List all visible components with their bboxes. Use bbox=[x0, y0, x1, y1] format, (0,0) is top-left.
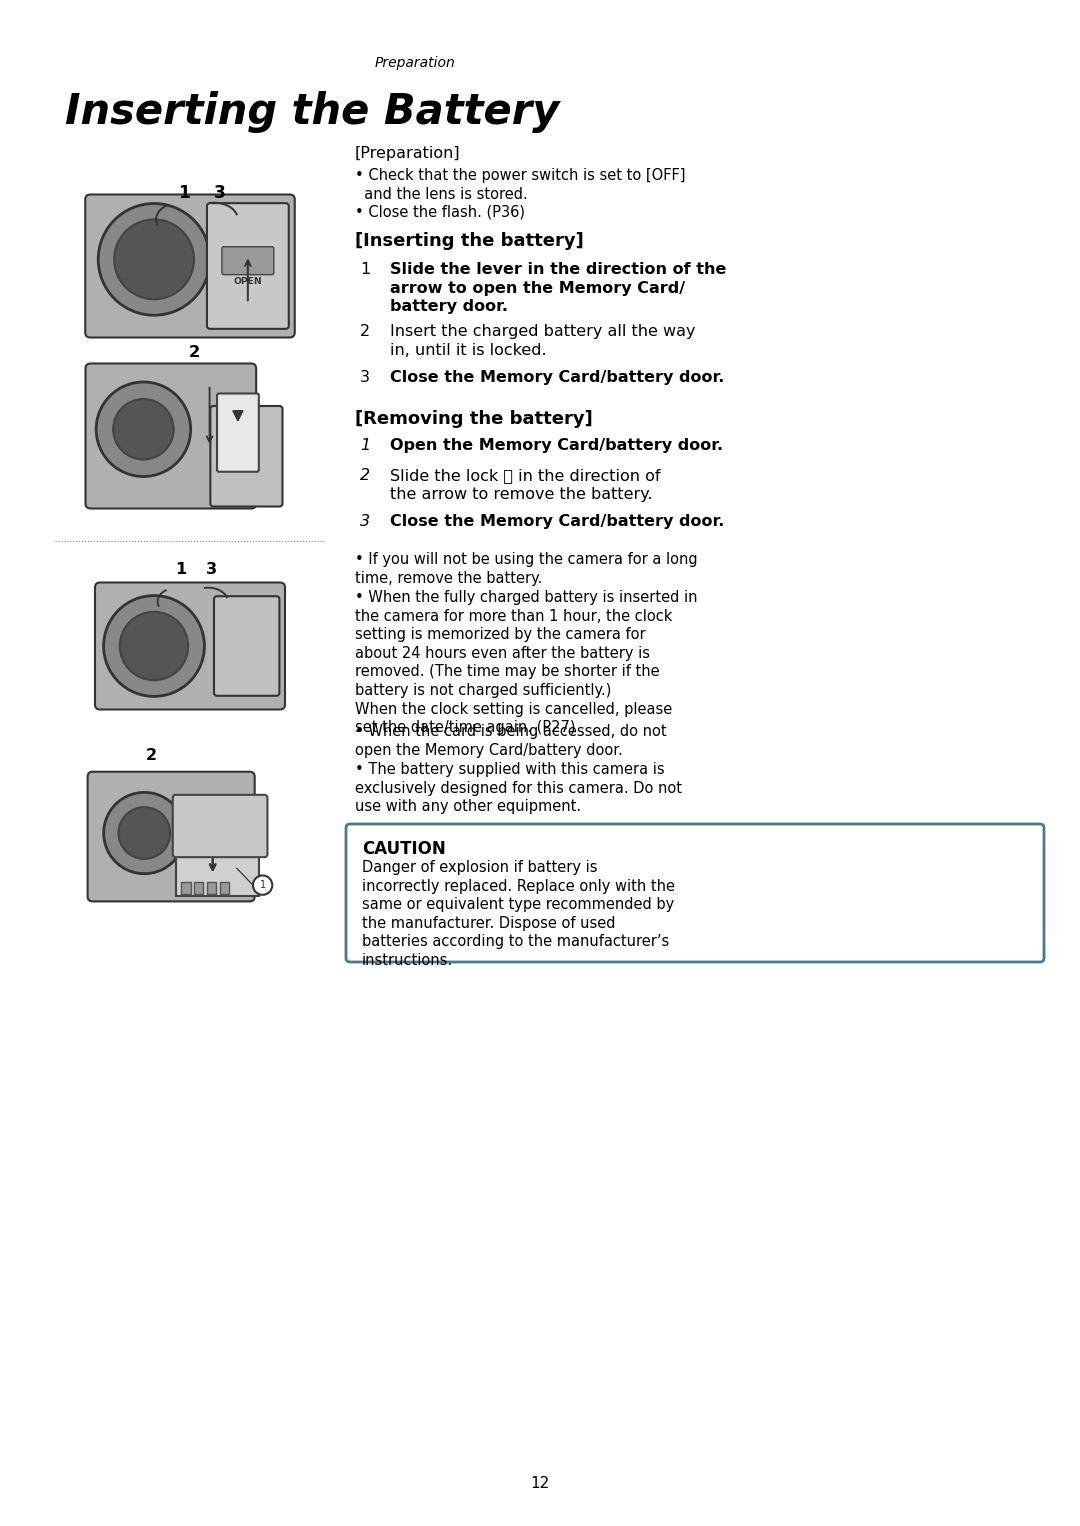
FancyBboxPatch shape bbox=[173, 795, 268, 858]
Text: • Check that the power switch is set to [OFF]
  and the lens is stored.: • Check that the power switch is set to … bbox=[355, 168, 686, 201]
Text: • When the card is being accessed, do not
open the Memory Card/battery door.: • When the card is being accessed, do no… bbox=[355, 723, 666, 757]
Circle shape bbox=[104, 595, 204, 696]
Text: [Inserting the battery]: [Inserting the battery] bbox=[355, 232, 584, 250]
Text: • If you will not be using the camera for a long
time, remove the battery.: • If you will not be using the camera fo… bbox=[355, 552, 698, 586]
Text: 3: 3 bbox=[206, 563, 217, 577]
Text: Close the Memory Card/battery door.: Close the Memory Card/battery door. bbox=[390, 369, 725, 385]
Text: Slide the lock ⓘ in the direction of
the arrow to remove the battery.: Slide the lock ⓘ in the direction of the… bbox=[390, 468, 661, 502]
Circle shape bbox=[98, 203, 210, 316]
FancyBboxPatch shape bbox=[346, 824, 1044, 961]
Text: • Close the flash. (P36): • Close the flash. (P36) bbox=[355, 204, 525, 220]
Text: Open the Memory Card/battery door.: Open the Memory Card/battery door. bbox=[390, 438, 724, 453]
Circle shape bbox=[104, 792, 185, 874]
Text: [Preparation]: [Preparation] bbox=[355, 146, 461, 162]
Text: 12: 12 bbox=[530, 1477, 550, 1491]
Text: 1: 1 bbox=[360, 262, 370, 278]
Text: [Removing the battery]: [Removing the battery] bbox=[355, 410, 593, 427]
Text: Danger of explosion if battery is
incorrectly replaced. Replace only with the
sa: Danger of explosion if battery is incorr… bbox=[362, 861, 675, 967]
Circle shape bbox=[114, 220, 194, 299]
Circle shape bbox=[113, 398, 174, 459]
Circle shape bbox=[119, 807, 171, 859]
Text: 1: 1 bbox=[360, 438, 370, 453]
Text: Slide the lever in the direction of the
arrow to open the Memory Card/
battery d: Slide the lever in the direction of the … bbox=[390, 262, 727, 314]
Text: CAUTION: CAUTION bbox=[362, 839, 446, 858]
Text: Insert the charged battery all the way
in, until it is locked.: Insert the charged battery all the way i… bbox=[390, 324, 696, 357]
Text: 3: 3 bbox=[360, 369, 370, 385]
Text: 2: 2 bbox=[360, 468, 370, 484]
Text: 2: 2 bbox=[360, 324, 370, 339]
Text: 2: 2 bbox=[189, 345, 200, 360]
FancyBboxPatch shape bbox=[217, 394, 259, 472]
Text: 1: 1 bbox=[175, 563, 187, 577]
FancyBboxPatch shape bbox=[85, 194, 295, 337]
Text: Close the Memory Card/battery door.: Close the Memory Card/battery door. bbox=[390, 514, 725, 530]
FancyBboxPatch shape bbox=[211, 406, 283, 507]
Bar bbox=[176, 847, 259, 896]
Text: Preparation: Preparation bbox=[375, 56, 456, 70]
Bar bbox=[220, 882, 229, 894]
Polygon shape bbox=[233, 410, 243, 421]
Bar bbox=[207, 882, 216, 894]
Text: • The battery supplied with this camera is
exclusively designed for this camera.: • The battery supplied with this camera … bbox=[355, 761, 681, 815]
Text: OPEN: OPEN bbox=[233, 278, 262, 287]
Bar bbox=[194, 882, 203, 894]
FancyBboxPatch shape bbox=[85, 363, 256, 508]
Text: 1: 1 bbox=[178, 183, 190, 201]
Text: 3: 3 bbox=[360, 514, 370, 530]
Text: 2: 2 bbox=[146, 748, 158, 763]
Bar bbox=[181, 882, 190, 894]
Circle shape bbox=[96, 382, 191, 476]
FancyBboxPatch shape bbox=[87, 772, 255, 902]
Text: 1: 1 bbox=[259, 881, 266, 890]
Text: Inserting the Battery: Inserting the Battery bbox=[65, 92, 559, 133]
Circle shape bbox=[120, 612, 188, 681]
Text: • When the fully charged battery is inserted in
the camera for more than 1 hour,: • When the fully charged battery is inse… bbox=[355, 591, 698, 736]
FancyBboxPatch shape bbox=[207, 203, 288, 328]
FancyBboxPatch shape bbox=[221, 247, 274, 275]
Circle shape bbox=[253, 876, 272, 894]
FancyBboxPatch shape bbox=[214, 597, 280, 696]
FancyBboxPatch shape bbox=[95, 583, 285, 710]
Text: 3: 3 bbox=[214, 183, 226, 201]
